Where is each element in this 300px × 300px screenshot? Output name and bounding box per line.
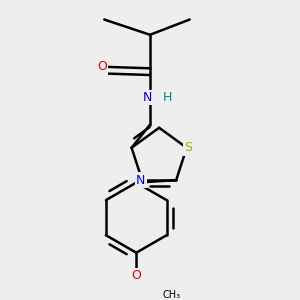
Text: S: S [184,141,192,154]
Text: O: O [131,269,141,282]
Text: H: H [163,91,172,104]
Text: CH₃: CH₃ [162,290,180,300]
Text: O: O [97,60,107,73]
Text: N: N [142,91,152,104]
Text: N: N [136,174,145,187]
